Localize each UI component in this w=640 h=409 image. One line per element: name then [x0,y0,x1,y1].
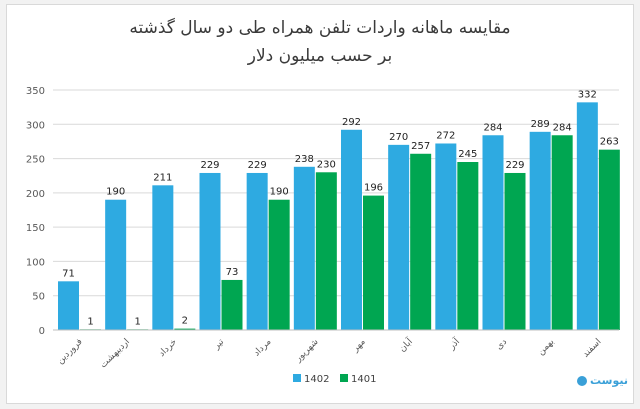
legend-label-1401: 1401 [351,374,376,385]
x-tick-label: بهمن [536,337,556,357]
data-label: 1 [134,316,140,327]
logo-icon [577,376,587,386]
legend-label-1402: 1402 [304,374,329,385]
data-label: 289 [531,119,550,130]
data-label: 190 [270,187,289,198]
bar-1402 [199,172,221,330]
x-tick-label: مهر [350,337,368,355]
bar-1402 [58,281,79,330]
y-tick-label: 0 [39,326,45,337]
x-tick-label: آبان [396,335,415,354]
x-tick-label: تیر [211,337,226,352]
bar-1402 [529,131,551,330]
chart-subtitle: بر حسب میلیون دلار [247,46,393,66]
data-label: 211 [153,172,172,183]
data-label: 229 [200,160,219,171]
bar-1401 [221,279,243,330]
data-label: 229 [248,160,267,171]
chart-title: مقایسه ماهانه واردات تلفن همراه طی دو سا… [129,18,511,38]
data-label: 71 [62,268,75,279]
x-tick-label: مرداد [252,337,274,359]
bar-1401 [315,172,337,330]
legend-swatch-1402 [293,374,301,382]
data-label: 230 [317,159,336,170]
data-label: 257 [411,141,430,152]
data-label: 238 [295,154,314,165]
legend-swatch-1401 [340,374,348,382]
data-label: 73 [226,267,239,278]
bar-1401 [268,199,290,330]
data-label: 196 [364,183,383,194]
bar-1401 [363,195,384,330]
data-label: 229 [505,160,524,171]
data-label: 1 [87,316,93,327]
y-tick-label: 250 [26,155,45,166]
y-tick-label: 300 [26,120,45,131]
y-tick-label: 100 [26,257,45,268]
bar-1402 [341,129,362,330]
x-tick-label: خرداد [157,337,179,359]
data-label: 263 [600,137,619,148]
y-tick-label: 200 [26,189,45,200]
x-tick-label: شهریور [293,337,321,365]
bar-1402 [152,185,174,330]
bar-1402 [246,172,268,330]
data-label: 292 [342,117,361,128]
bar-1401 [551,135,573,330]
y-tick-label: 50 [32,292,45,303]
bar-1401 [174,328,196,330]
bar-1402 [435,143,457,330]
watermark-text: نیوست [590,374,628,387]
data-label: 332 [578,89,597,100]
bar-1402 [482,135,504,330]
watermark-logo: نیوست [577,374,628,387]
bar-1401 [410,153,432,330]
bar-1401 [504,172,526,330]
data-label: 270 [389,132,408,143]
data-label: 272 [436,130,455,141]
data-label: 284 [483,122,502,133]
data-label: 2 [182,316,188,327]
x-tick-label: فروردین [55,337,84,366]
x-tick-label: اردیبهشت [99,337,132,370]
bar-1402 [293,166,315,330]
x-tick-label: آذر [445,335,462,352]
data-label: 190 [106,187,125,198]
y-tick-label: 150 [26,223,45,234]
data-label: 245 [458,149,477,160]
bar-1402 [105,199,127,330]
bar-1402 [388,144,410,330]
data-label: 284 [553,122,572,133]
y-tick-label: 350 [26,86,45,97]
bar-1401 [598,149,620,330]
bar-1402 [576,102,598,330]
x-tick-label: اسفند [581,337,604,360]
x-tick-label: دی [494,337,509,352]
bar-1401 [457,162,479,330]
